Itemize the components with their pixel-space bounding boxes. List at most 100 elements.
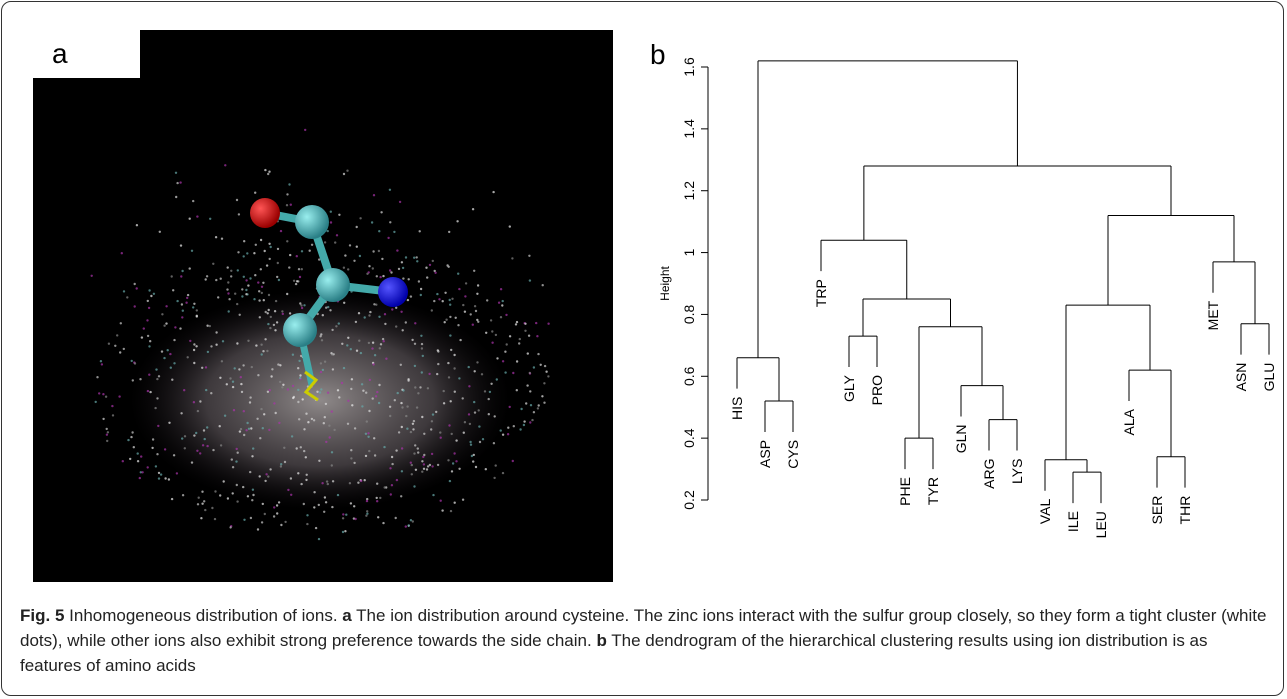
ion-dot [232, 492, 234, 494]
ion-dot [237, 269, 239, 271]
ion-dot [504, 371, 506, 373]
leaf-label: SER [1149, 496, 1165, 525]
ion-dot [95, 401, 97, 403]
ion-dot [431, 309, 433, 311]
ion-dot [242, 364, 244, 366]
ion-dot [293, 280, 295, 282]
ion-dot [199, 400, 201, 402]
ion-dot [324, 241, 326, 243]
ion-dot [449, 304, 451, 306]
ion-dot [463, 432, 465, 434]
ion-dot [278, 422, 280, 424]
ion-dot [368, 314, 370, 316]
ion-dot [389, 415, 391, 417]
ion-dot [219, 425, 221, 427]
ion-dot [111, 405, 113, 407]
ion-dot [418, 280, 420, 282]
ion-dot [358, 312, 360, 314]
ion-dot [173, 454, 175, 456]
ion-dot [366, 420, 368, 422]
figure: a b 0.20.40.60.811.21.41.6HeightHISASPCY… [0, 0, 1287, 600]
ion-dot [506, 343, 508, 345]
ion-dot [240, 376, 242, 378]
leaf-label: PHE [897, 477, 913, 506]
ion-dot [112, 414, 114, 416]
ion-dot [321, 482, 323, 484]
ion-dot [299, 377, 301, 379]
ion-dot [354, 518, 356, 520]
ion-dot [264, 513, 266, 515]
ion-dot [96, 376, 98, 378]
ion-dot [187, 294, 189, 296]
ion-dot [541, 395, 543, 397]
ion-dot [421, 343, 423, 345]
ion-dot [246, 422, 248, 424]
ion-dot [168, 422, 170, 424]
ion-dot [468, 366, 470, 368]
ion-dot [227, 281, 229, 283]
ion-dot [414, 444, 416, 446]
ion-dot [401, 406, 403, 408]
ion-dot [154, 407, 156, 409]
ion-dot [354, 427, 356, 429]
ion-dot [473, 454, 475, 456]
ion-dot [462, 304, 464, 306]
ion-dot [245, 289, 247, 291]
ion-dot [261, 292, 263, 294]
ion-dot [105, 396, 107, 398]
ion-dot [236, 484, 238, 486]
ion-dot [325, 403, 327, 405]
ion-dot [331, 410, 333, 412]
ion-dot [380, 211, 382, 213]
ion-dot [255, 244, 257, 246]
ion-dot [179, 181, 181, 183]
ion-dot [528, 255, 530, 257]
ion-dot [351, 378, 353, 380]
ion-dot [379, 347, 381, 349]
ion-dot [359, 217, 361, 219]
ion-dot [242, 486, 244, 488]
ion-dot [273, 515, 275, 517]
ion-dot [281, 310, 283, 312]
ion-dot [157, 425, 159, 427]
ion-dot [210, 392, 212, 394]
ion-dot [324, 361, 326, 363]
ion-dot [300, 446, 302, 448]
ion-dot [524, 323, 526, 325]
ion-dot [469, 423, 471, 425]
ion-dot [283, 447, 285, 449]
ion-dot [286, 204, 288, 206]
ion-dot [318, 538, 320, 540]
ion-dot [251, 366, 253, 368]
leaf-label: LEU [1093, 511, 1109, 538]
ion-dot [417, 447, 419, 449]
ion-dot [432, 494, 434, 496]
ion-dot [241, 295, 243, 297]
ion-dot [353, 505, 355, 507]
ion-dot [320, 362, 322, 364]
ion-dot [414, 386, 416, 388]
ion-dot [419, 230, 421, 232]
y-tick-label: 1.6 [681, 57, 697, 77]
ion-dot [453, 354, 455, 356]
ion-dot [347, 268, 349, 270]
ion-dot [350, 388, 352, 390]
ion-dot [395, 449, 397, 451]
ion-dot [395, 325, 397, 327]
ion-dot [447, 362, 449, 364]
ion-dot [361, 405, 363, 407]
ion-dot [165, 305, 167, 307]
ion-dot [281, 386, 283, 388]
ion-dot [367, 436, 369, 438]
ion-dot [180, 412, 182, 414]
ion-dot [130, 436, 132, 438]
ion-dot [378, 250, 380, 252]
ion-dot [426, 468, 428, 470]
ion-dot [237, 251, 239, 253]
ion-dot [353, 462, 355, 464]
ion-dot [223, 480, 225, 482]
ion-dot [276, 321, 278, 323]
leaf-label: VAL [1037, 499, 1053, 525]
ion-dot [184, 447, 186, 449]
ion-dot [164, 448, 166, 450]
